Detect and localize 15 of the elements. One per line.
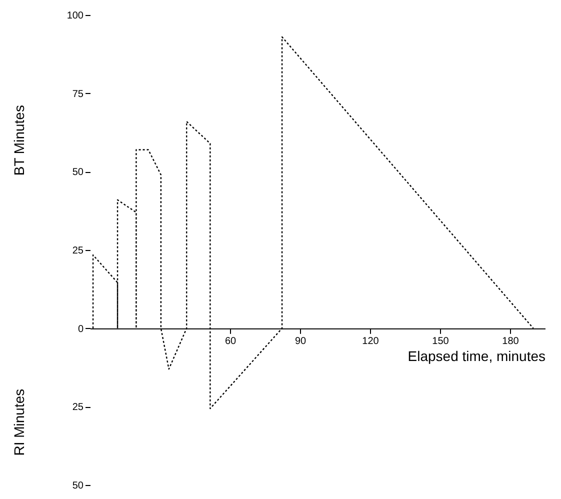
x-tick-label: 150 xyxy=(432,336,450,347)
y-tick-label: 25 xyxy=(72,246,84,256)
y-axis-title: BT Minutes xyxy=(11,105,27,176)
x-tick-label: 90 xyxy=(294,336,306,347)
y-tick-label: 50 xyxy=(72,167,84,178)
y-tick-label: 100 xyxy=(66,10,84,22)
x-tick-label: 60 xyxy=(224,336,236,347)
y-tick-label: 0 xyxy=(78,324,84,335)
y-tick-label: 50 xyxy=(72,480,84,492)
x-tick-label: 120 xyxy=(362,336,380,347)
y-tick-label: 25 xyxy=(72,402,84,414)
text: RI Minutes xyxy=(11,388,27,456)
x-tick-label: 180 xyxy=(502,336,520,347)
x-axis-title: Elapsed time, minutes xyxy=(408,348,546,364)
y-tick-label: 75 xyxy=(72,88,84,100)
